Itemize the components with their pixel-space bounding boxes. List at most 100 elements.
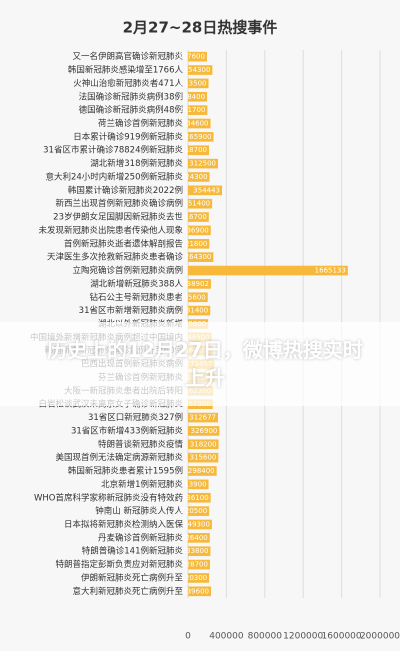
bar bbox=[188, 238, 210, 249]
bar bbox=[188, 546, 211, 557]
value-label: 264300 bbox=[185, 253, 212, 261]
bar bbox=[188, 519, 212, 530]
bar bbox=[188, 198, 213, 209]
y-tick-label: 日本累计确诊919例新冠肺炎 bbox=[73, 131, 183, 142]
bar bbox=[188, 225, 211, 236]
y-tick-label: 丹麦确诊首例新冠肺炎 bbox=[98, 532, 184, 543]
value-label: 216700 bbox=[180, 213, 207, 221]
y-tick-label: 23岁伊朗女足国脚因新冠肺炎去世 bbox=[53, 212, 183, 223]
value-label: 213500 bbox=[180, 79, 207, 87]
bar bbox=[188, 412, 219, 423]
y-tick-label: 意大利新冠肺炎死亡病例升至 bbox=[72, 586, 183, 597]
x-tick-label: 800000 bbox=[248, 632, 283, 642]
value-label: 318200 bbox=[190, 440, 217, 448]
y-tick-label: 未发现新冠肺炎出院患者传染他人现象 bbox=[38, 225, 183, 236]
bar bbox=[188, 132, 214, 142]
value-label: 239600 bbox=[182, 587, 209, 595]
y-tick-label: 火神山治愈新冠肺炎者471人 bbox=[73, 78, 183, 89]
bar bbox=[188, 466, 217, 476]
y-tick-label: 德国确诊新冠肺炎病例48例 bbox=[79, 105, 183, 116]
y-tick-label: 韩国新冠肺炎感染增至1766人 bbox=[68, 65, 184, 76]
value-label: 213900 bbox=[180, 480, 207, 488]
bar bbox=[188, 586, 212, 597]
x-tick-label: 0 bbox=[185, 632, 191, 642]
y-tick-label: 湖北新增新冠肺炎388人 bbox=[90, 278, 183, 289]
value-label: 234600 bbox=[182, 120, 209, 128]
overlay-band bbox=[0, 322, 400, 406]
bar bbox=[188, 559, 210, 570]
x-tick-label: 1600000 bbox=[322, 632, 362, 642]
chart-title: 2月27~28日热搜事件 bbox=[123, 19, 278, 37]
bar bbox=[188, 185, 223, 196]
y-tick-label: 特朗普指定彭斯负责应对新冠肺炎 bbox=[55, 559, 183, 570]
y-tick-label: 31省区市累计确诊78824例新冠肺炎 bbox=[43, 145, 183, 156]
x-tick-label: 1200000 bbox=[283, 632, 323, 642]
x-tick-label: 400000 bbox=[209, 632, 244, 642]
y-tick-label: 北京新增1例新冠肺炎 bbox=[101, 479, 183, 490]
value-label: 220300 bbox=[180, 574, 207, 582]
bar bbox=[188, 479, 209, 490]
bar bbox=[188, 265, 348, 276]
overlay-title: 历史上的12月27日，微博热搜实时上升 bbox=[47, 338, 363, 390]
value-label: 198400 bbox=[178, 93, 205, 101]
y-tick-label: 新西兰出现首例新冠肺炎确诊病例 bbox=[55, 198, 183, 209]
value-label: 251400 bbox=[183, 200, 210, 208]
y-tick-label: 31省区市新增新冠肺炎病例 bbox=[79, 305, 183, 316]
value-label: 238902 bbox=[182, 280, 209, 288]
bar bbox=[188, 292, 208, 303]
value-label: 197600 bbox=[178, 53, 205, 61]
y-tick-label: 湖北新增318例新冠肺炎 bbox=[90, 158, 183, 169]
bar bbox=[188, 252, 214, 262]
value-label: 1665133 bbox=[315, 267, 346, 275]
value-label: 236100 bbox=[182, 494, 209, 502]
bar bbox=[188, 65, 213, 75]
bar bbox=[188, 105, 208, 115]
y-tick-label: 特朗普确诊141例新冠肺炎 bbox=[82, 546, 184, 557]
bar bbox=[188, 439, 219, 450]
value-label: 254300 bbox=[184, 66, 211, 74]
y-tick-label: 日本拟将新冠肺炎检测纳入医保 bbox=[64, 519, 184, 530]
bar bbox=[188, 78, 209, 89]
value-label: 298400 bbox=[188, 467, 215, 475]
bar bbox=[188, 91, 208, 102]
y-tick-label: 韩国新冠肺炎患者累计1595例 bbox=[68, 466, 183, 477]
value-label: 249300 bbox=[183, 520, 210, 528]
y-tick-label: 钟南山 新冠肺炎人传人 bbox=[95, 506, 183, 517]
x-tick-label: 2000000 bbox=[360, 632, 400, 642]
y-tick-label: WHO首席科学家称新冠肺炎没有特效药 bbox=[34, 492, 183, 503]
y-tick-label: 特朗普谈新冠肺炎疫情 bbox=[98, 439, 184, 450]
value-label: 205600 bbox=[179, 293, 206, 301]
value-label: 201700 bbox=[179, 106, 206, 114]
bar bbox=[188, 533, 210, 543]
value-label: 221800 bbox=[181, 240, 208, 248]
value-label: 233800 bbox=[182, 547, 209, 555]
value-label: 236900 bbox=[182, 226, 209, 234]
bar bbox=[188, 172, 210, 182]
y-tick-label: 韩国累计确诊新冠肺炎2022例 bbox=[68, 185, 183, 196]
y-tick-label: 意大利24小时内新增250例新冠肺炎 bbox=[45, 171, 183, 182]
y-tick-label: 法国确诊新冠肺炎病例38例 bbox=[79, 91, 183, 102]
y-tick-label: 钻石公主号新冠肺炎患者 bbox=[89, 292, 183, 303]
y-tick-label: 31省区市新增433例新冠肺炎 bbox=[71, 425, 184, 436]
value-label: 354443 bbox=[193, 186, 220, 194]
bar bbox=[188, 305, 211, 316]
value-label: 231400 bbox=[181, 307, 208, 315]
bar bbox=[188, 118, 211, 129]
bar bbox=[188, 573, 210, 583]
bar bbox=[188, 158, 218, 169]
y-tick-label: 美国现首例无法确定病源新冠肺炎 bbox=[55, 452, 183, 463]
value-label: 228700 bbox=[181, 561, 208, 569]
y-tick-label: 伊朗新冠肺炎死亡病例升至 bbox=[81, 572, 184, 583]
y-tick-label: 首例新冠肺炎逝者遗体解剖报告 bbox=[64, 238, 183, 249]
value-label: 220500 bbox=[180, 507, 207, 515]
value-label: 315600 bbox=[190, 454, 217, 462]
bar bbox=[188, 145, 209, 156]
value-label: 218700 bbox=[180, 146, 207, 154]
bar bbox=[188, 452, 219, 463]
bar bbox=[188, 51, 207, 62]
value-label: 312677 bbox=[189, 414, 216, 422]
y-tick-label: 立陶宛确诊首例新冠肺炎病例 bbox=[72, 265, 183, 276]
value-label: 312500 bbox=[189, 160, 216, 168]
bar bbox=[188, 426, 220, 436]
